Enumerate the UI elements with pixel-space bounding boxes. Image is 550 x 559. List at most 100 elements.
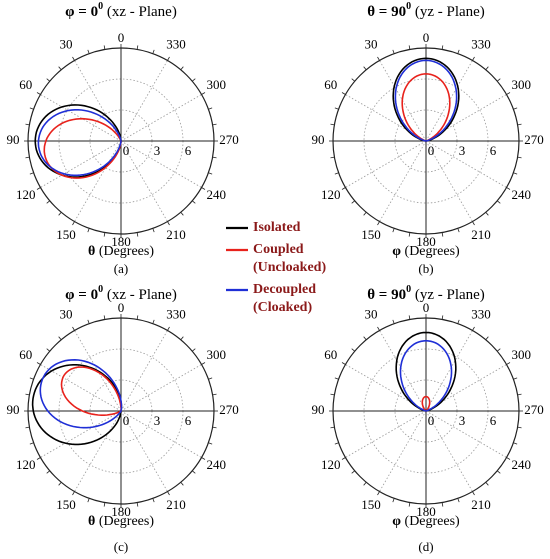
angle-tick-label: 60: [324, 77, 337, 92]
ring-tick: [485, 66, 489, 71]
ring-tick: [341, 457, 346, 460]
ring-tick: [72, 326, 75, 331]
angle-tick-label: 270: [524, 402, 544, 417]
angle-tick-label: 180: [111, 504, 131, 519]
angle-tick-label: 330: [166, 307, 186, 322]
angle-tick-label: 300: [512, 347, 532, 362]
ring-tick: [513, 377, 518, 380]
grid-spoke: [74, 60, 122, 142]
angle-tick-label: 240: [207, 457, 227, 472]
ring-tick: [330, 393, 335, 396]
ring-tick: [392, 498, 395, 503]
ring-tick: [334, 172, 339, 175]
angle-tick-label: 90: [312, 402, 325, 417]
ring-tick: [441, 45, 444, 50]
radial-tick-label: 3: [459, 413, 466, 428]
ring-tick: [457, 498, 460, 503]
radial-tick-label: 0: [428, 143, 435, 158]
series-line-decoupled: [399, 339, 453, 412]
ring-tick: [517, 123, 522, 126]
angle-tick-label: 30: [60, 307, 73, 322]
ring-tick: [408, 502, 411, 507]
radial-tick-label: 0: [123, 413, 130, 428]
ring-tick: [506, 362, 511, 365]
ring-tick: [517, 393, 522, 396]
grid-spoke: [40, 94, 122, 142]
polar-panel-1: 0 30 60 90 120 150 180 210 240 270 300 330 0 3 6 φ = 00…: [7, 1, 239, 276]
radial-tick-label: 0: [428, 413, 435, 428]
ring-tick: [36, 362, 41, 365]
angle-tick-label: 0: [423, 30, 430, 45]
ring-tick: [72, 221, 75, 226]
radial-tick-label: 6: [185, 143, 192, 158]
ring-tick: [36, 457, 41, 460]
ring-tick: [472, 491, 475, 496]
ring-tick: [58, 481, 62, 486]
ring-tick: [506, 187, 511, 190]
grid-spoke: [120, 140, 168, 222]
grid-spoke: [120, 94, 202, 142]
axis-label: θ (Degrees): [88, 514, 154, 529]
legend-label-isolated: Isolated: [253, 220, 301, 235]
ring-tick: [180, 336, 184, 341]
ring-tick: [25, 393, 30, 396]
ring-tick: [330, 123, 335, 126]
angle-tick-label: 210: [471, 227, 491, 242]
ring-tick: [36, 92, 41, 95]
angle-tick-label: 180: [111, 234, 131, 249]
angle-tick-label: 210: [471, 497, 491, 512]
ring-tick: [513, 107, 518, 110]
angle-tick-label: 330: [471, 307, 491, 322]
angle-tick-label: 240: [207, 187, 227, 202]
ring-tick: [377, 491, 380, 496]
ring-tick: [46, 348, 51, 352]
ring-tick: [517, 156, 522, 159]
ring-tick: [180, 481, 184, 486]
grid-spoke: [425, 140, 507, 188]
ring-tick: [29, 107, 34, 110]
angle-tick-label: 60: [324, 347, 337, 362]
series-line-decoupled: [37, 109, 122, 177]
angle-tick-label: 120: [321, 187, 341, 202]
angle-tick-label: 300: [512, 77, 532, 92]
ring-tick: [25, 156, 30, 159]
ring-tick: [180, 211, 184, 216]
ring-tick: [441, 232, 444, 237]
polar-panel-3: 0 30 60 90 120 150 180 210 240 270 300 330 0 3 6 φ = 00…: [7, 284, 239, 554]
legend-label-coupled: (Uncloaked): [253, 260, 326, 275]
axis-label: φ (Degrees): [392, 244, 460, 259]
grid-spoke: [379, 140, 427, 222]
angle-tick-label: 90: [7, 132, 20, 147]
grid-spoke: [120, 410, 168, 492]
ring-tick: [29, 442, 34, 445]
series-line-decoupled: [39, 358, 123, 429]
ring-tick: [513, 172, 518, 175]
angle-tick-label: 0: [118, 300, 125, 315]
ring-tick: [341, 362, 346, 365]
angle-tick-label: 180: [416, 234, 436, 249]
ring-tick: [441, 315, 444, 320]
ring-tick: [58, 336, 62, 341]
panel-label: (d): [418, 539, 433, 554]
panel-label: (a): [114, 261, 128, 276]
axis-label: φ (Degrees): [392, 514, 460, 529]
grid-spoke: [120, 140, 202, 188]
ring-tick: [212, 426, 217, 429]
angle-tick-label: 150: [361, 497, 381, 512]
ring-tick: [408, 315, 411, 320]
ring-tick: [29, 172, 34, 175]
ring-tick: [392, 228, 395, 233]
angle-tick-label: 240: [512, 187, 532, 202]
ring-tick: [506, 457, 511, 460]
grid-spoke: [425, 410, 507, 458]
ring-tick: [363, 481, 367, 486]
angle-tick-label: 150: [56, 497, 76, 512]
angle-tick-label: 270: [219, 132, 239, 147]
grid-spoke: [40, 410, 122, 458]
angle-tick-label: 330: [471, 37, 491, 52]
grid-spoke: [120, 410, 202, 458]
angle-tick-label: 120: [16, 457, 36, 472]
ring-tick: [46, 200, 51, 204]
panel-title: θ = 900 (yz - Plane): [367, 1, 485, 20]
ring-tick: [334, 107, 339, 110]
